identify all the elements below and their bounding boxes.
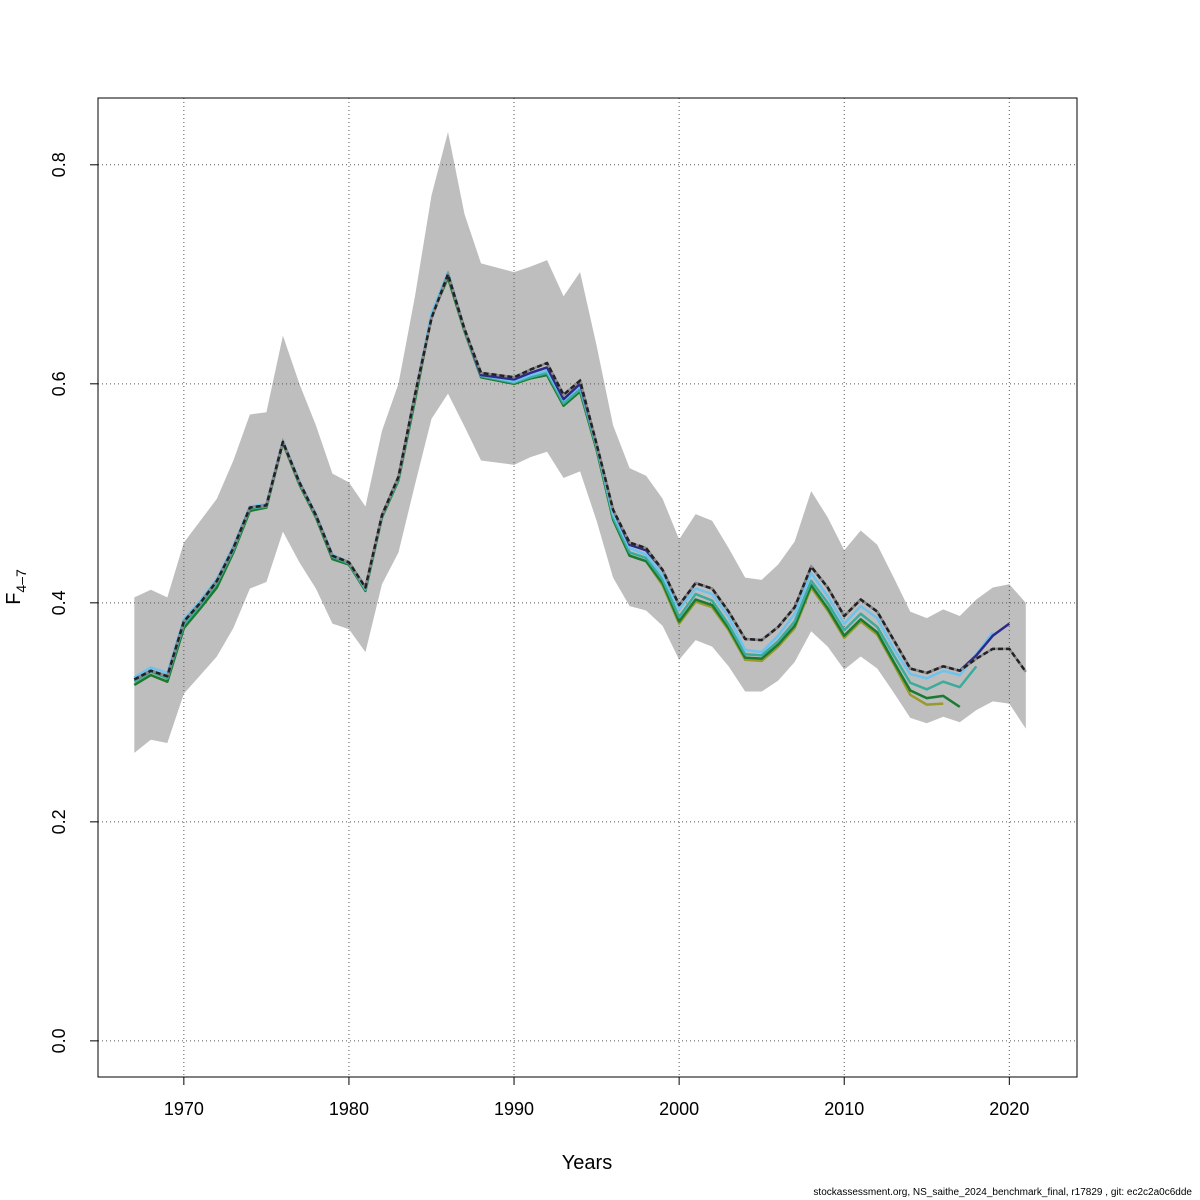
y-tick-label: 0.2 [49, 809, 69, 834]
x-axis-label: Years [562, 1152, 612, 1174]
series-line-final-2021 [133, 273, 1027, 681]
plot-frame [97, 97, 1078, 1078]
x-tick-label: 1990 [494, 1099, 534, 1119]
footer-source-text: stockassessment.org, NS_saithe_2024_benc… [813, 1187, 1192, 1198]
x-axis: 1970 1980 1990 2000 2010 2020 [164, 1077, 1029, 1119]
x-tick-label: 2020 [989, 1099, 1029, 1119]
x-tick-label: 1980 [329, 1099, 369, 1119]
y-axis-label: F4–7 [3, 569, 29, 605]
confidence-band [134, 131, 1026, 753]
y-tick-label: 0.0 [49, 1028, 69, 1053]
x-tick-label: 2000 [659, 1099, 699, 1119]
confidence-band-layer [134, 131, 1026, 753]
y-axis-label-subscript: 4–7 [13, 569, 29, 593]
y-tick-label: 0.4 [49, 590, 69, 615]
series-layer [133, 270, 1027, 708]
y-axis: 0.0 0.2 0.4 0.6 0.8 [49, 152, 98, 1053]
x-tick-label: 2010 [824, 1099, 864, 1119]
y-tick-label: 0.6 [49, 371, 69, 396]
x-tick-label: 1970 [164, 1099, 204, 1119]
y-tick-label: 0.8 [49, 152, 69, 177]
